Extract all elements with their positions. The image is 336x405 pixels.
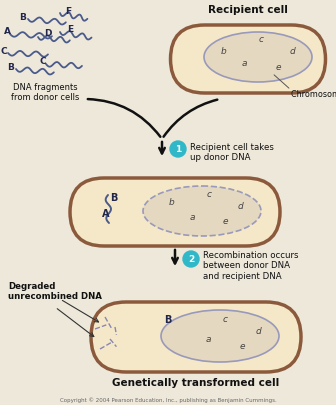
- Text: B: B: [110, 192, 118, 202]
- Circle shape: [170, 142, 186, 158]
- Text: e: e: [222, 217, 228, 226]
- Text: 2: 2: [188, 255, 194, 264]
- Text: 1: 1: [175, 145, 181, 154]
- Text: b: b: [169, 198, 175, 207]
- FancyBboxPatch shape: [70, 179, 280, 246]
- Ellipse shape: [143, 187, 261, 237]
- Text: A: A: [3, 28, 10, 36]
- Text: a: a: [189, 213, 195, 222]
- Text: e: e: [275, 62, 281, 71]
- Text: C: C: [1, 47, 7, 55]
- Text: A: A: [102, 209, 110, 218]
- Text: b: b: [221, 47, 227, 56]
- Text: Chromosomal DNA: Chromosomal DNA: [291, 90, 336, 99]
- Text: c: c: [207, 190, 211, 199]
- Text: B: B: [8, 62, 14, 71]
- Ellipse shape: [204, 33, 312, 83]
- Text: C: C: [40, 58, 46, 66]
- Text: e: e: [239, 342, 245, 351]
- Text: c: c: [258, 35, 263, 45]
- Ellipse shape: [161, 310, 279, 362]
- Text: d: d: [237, 202, 243, 211]
- Text: Copyright © 2004 Pearson Education, Inc., publishing as Benjamin Cummings.: Copyright © 2004 Pearson Education, Inc.…: [59, 396, 277, 402]
- Text: Recipient cell takes
up donor DNA: Recipient cell takes up donor DNA: [190, 143, 274, 162]
- Text: DNA fragments
from donor cells: DNA fragments from donor cells: [11, 83, 79, 102]
- Text: F: F: [65, 6, 71, 15]
- Text: B: B: [19, 13, 27, 21]
- Text: Degraded
unrecombined DNA: Degraded unrecombined DNA: [8, 281, 102, 301]
- FancyBboxPatch shape: [91, 302, 301, 372]
- Text: c: c: [222, 315, 227, 324]
- Text: B: B: [164, 314, 172, 324]
- FancyBboxPatch shape: [170, 26, 326, 94]
- Text: D: D: [44, 30, 52, 38]
- Text: Recombination occurs
between donor DNA
and recipient DNA: Recombination occurs between donor DNA a…: [203, 250, 298, 280]
- Circle shape: [183, 252, 199, 267]
- Text: E: E: [67, 24, 73, 34]
- Text: d: d: [289, 47, 295, 56]
- Text: d: d: [255, 327, 261, 336]
- Text: a: a: [205, 335, 211, 344]
- Text: a: a: [241, 60, 247, 68]
- Text: Recipient cell: Recipient cell: [208, 5, 288, 15]
- Text: Genetically transformed cell: Genetically transformed cell: [112, 377, 280, 387]
